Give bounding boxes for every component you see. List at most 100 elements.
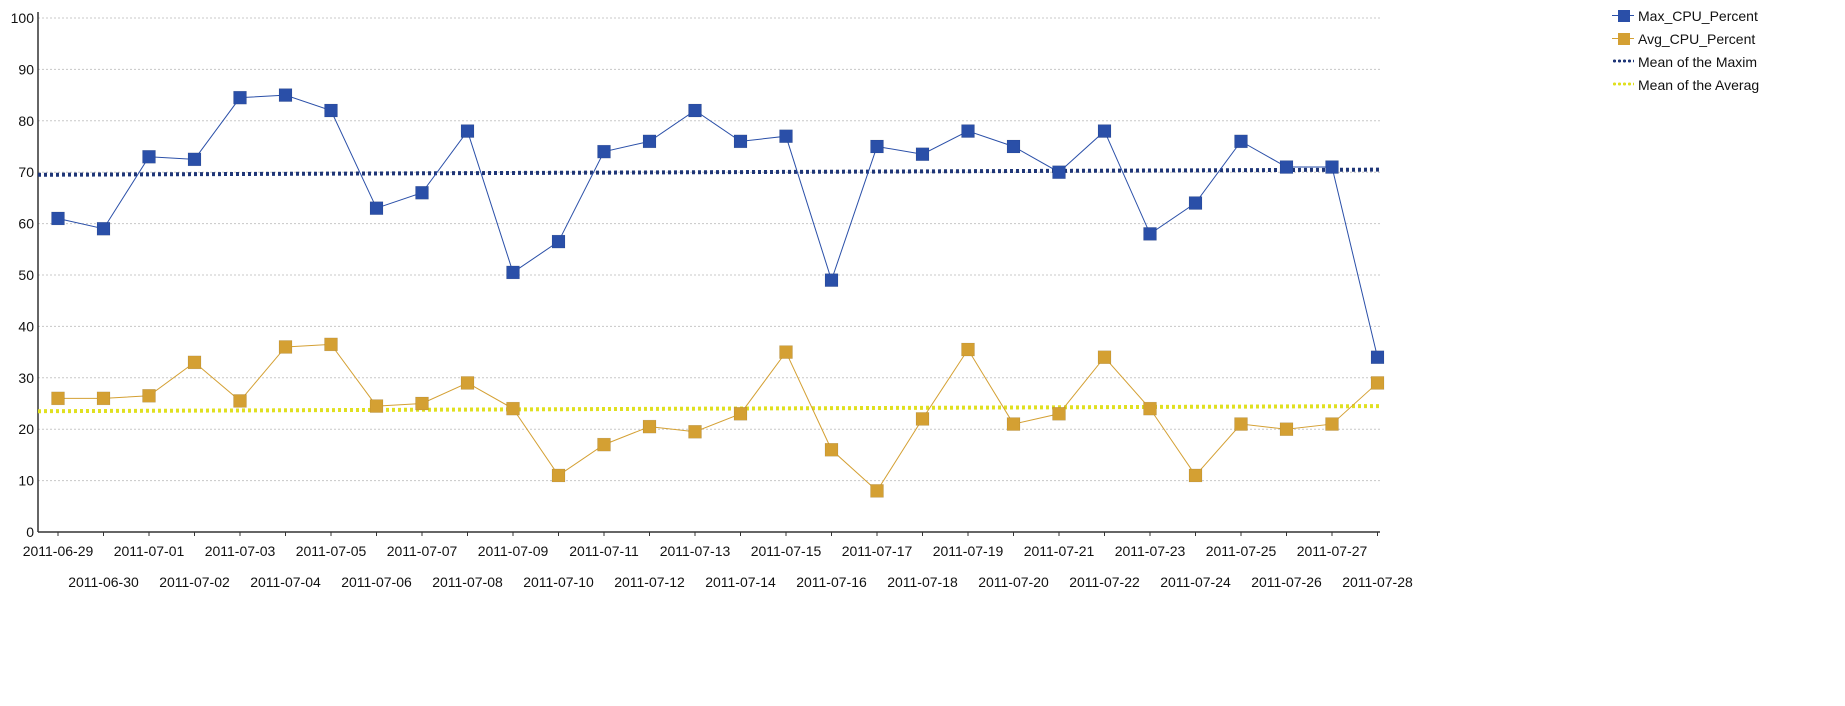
data-point-max [1188,196,1203,210]
y-axis: 0 10 20 30 40 50 60 70 80 90 100 [11,10,39,540]
data-point-max [642,134,657,149]
data-point-avg [51,391,65,406]
legend-label-mean-max: Mean of the Maxim [1638,53,1758,70]
y-tick-label: 90 [18,61,34,77]
x-tick-label: 2011-07-13 [660,543,731,559]
series-lines [57,94,1378,492]
data-point-avg [96,391,111,406]
data-point-max [1052,165,1066,179]
data-point-avg [597,437,611,452]
data-point-max [187,152,202,167]
data-point-max [915,147,930,161]
x-tick-label: 2011-07-07 [387,543,458,559]
x-tick-label: 2011-07-22 [1069,574,1140,590]
data-point-max [1143,227,1157,241]
data-point-max [415,186,429,200]
x-tick-label: 2011-07-16 [796,574,867,590]
y-tick-label: 40 [18,318,34,334]
gridlines [38,17,1380,482]
x-tick-label: 2011-07-06 [341,574,412,590]
data-point-avg [1052,407,1066,421]
x-tick-label: 2011-07-23 [1115,543,1186,559]
data-point-max [688,103,702,118]
data-point-avg [1188,468,1203,483]
data-point-avg [1097,350,1112,364]
x-tick-label: 2011-07-19 [933,543,1004,559]
data-point-avg [824,443,839,457]
data-point-max [824,273,839,287]
legend: Max_CPU_Percent Avg_CPU_Percent Mean of … [1612,4,1759,96]
y-tick-label: 50 [18,267,34,283]
data-point-max [870,139,884,154]
series-markers [51,88,1385,498]
legend-dots-mean-avg [1612,81,1634,86]
x-tick-label: 2011-07-14 [705,574,776,590]
data-point-max [961,124,975,138]
data-point-avg [278,340,293,354]
x-tick-label: 2011-07-24 [1160,574,1231,590]
legend-dots-mean-max [1612,58,1634,63]
data-point-max [96,221,111,236]
data-point-avg [642,419,657,434]
data-point-max [369,201,384,215]
data-point-avg [961,342,975,357]
x-axis: 2011-06-29 2011-06-30 2011-07-01 2011-07-02… [23,531,1413,590]
data-point-avg [1325,417,1339,431]
mean-line-0 [37,167,1381,177]
data-point-avg [915,412,930,426]
data-point-max [779,129,793,143]
y-tick-label: 100 [11,10,35,26]
data-point-max [506,265,520,280]
y-tick-label: 70 [18,164,34,180]
series-line-1 [58,343,1378,492]
data-point-max [142,150,156,164]
x-tick-label: 2011-07-08 [432,574,503,590]
data-point-max [551,234,566,249]
x-tick-label: 2011-07-01 [114,543,185,559]
legend-item-mean-avg: Mean of the Averag [1612,73,1759,96]
x-tick-label: 2011-07-04 [250,574,321,590]
data-point-avg [142,389,156,403]
data-point-avg [733,407,748,421]
series-line-0 [57,94,1378,358]
x-tick-label: 2011-07-03 [205,543,276,559]
y-tick-label: 10 [18,473,34,489]
x-tick-label: 2011-07-15 [751,543,822,559]
x-tick-label: 2011-07-10 [523,574,594,590]
legend-label-mean-avg: Mean of the Averag [1638,76,1760,93]
data-point-max [278,88,293,102]
data-point-max [1370,350,1385,364]
data-point-max [233,90,247,105]
data-point-avg [688,425,702,439]
data-point-avg [233,394,247,408]
x-tick-label: 2011-07-09 [478,543,549,559]
x-tick-label: 2011-07-28 [1342,574,1413,590]
legend-marker-avg [1618,32,1630,45]
legend-item-avg: Avg_CPU_Percent [1612,27,1759,50]
data-point-avg [779,345,793,359]
y-tick-label: 30 [18,370,34,386]
legend-item-max: Max_CPU_Percent [1612,4,1759,27]
data-point-avg [506,401,520,416]
mean-lines [37,167,1381,414]
y-tick-label: 60 [18,216,34,232]
data-point-max [1006,139,1021,154]
y-tick-label: 80 [18,113,34,129]
data-point-avg [324,337,338,352]
data-point-avg [460,376,475,390]
data-point-max [1325,160,1339,174]
data-point-avg [369,399,384,413]
y-tick-label: 0 [26,524,34,540]
data-point-avg [870,484,884,498]
x-tick-label: 2011-07-05 [296,543,367,559]
data-point-avg [1279,422,1294,436]
data-point-avg [1234,417,1248,431]
x-tick-label: 2011-07-21 [1024,543,1095,559]
data-point-max [324,103,338,118]
data-point-avg [551,468,566,483]
data-point-max [51,211,65,226]
data-point-max [460,124,475,138]
x-tick-label: 2011-07-17 [842,543,913,559]
x-tick-label: 2011-07-18 [887,574,958,590]
data-point-avg [1006,417,1021,431]
